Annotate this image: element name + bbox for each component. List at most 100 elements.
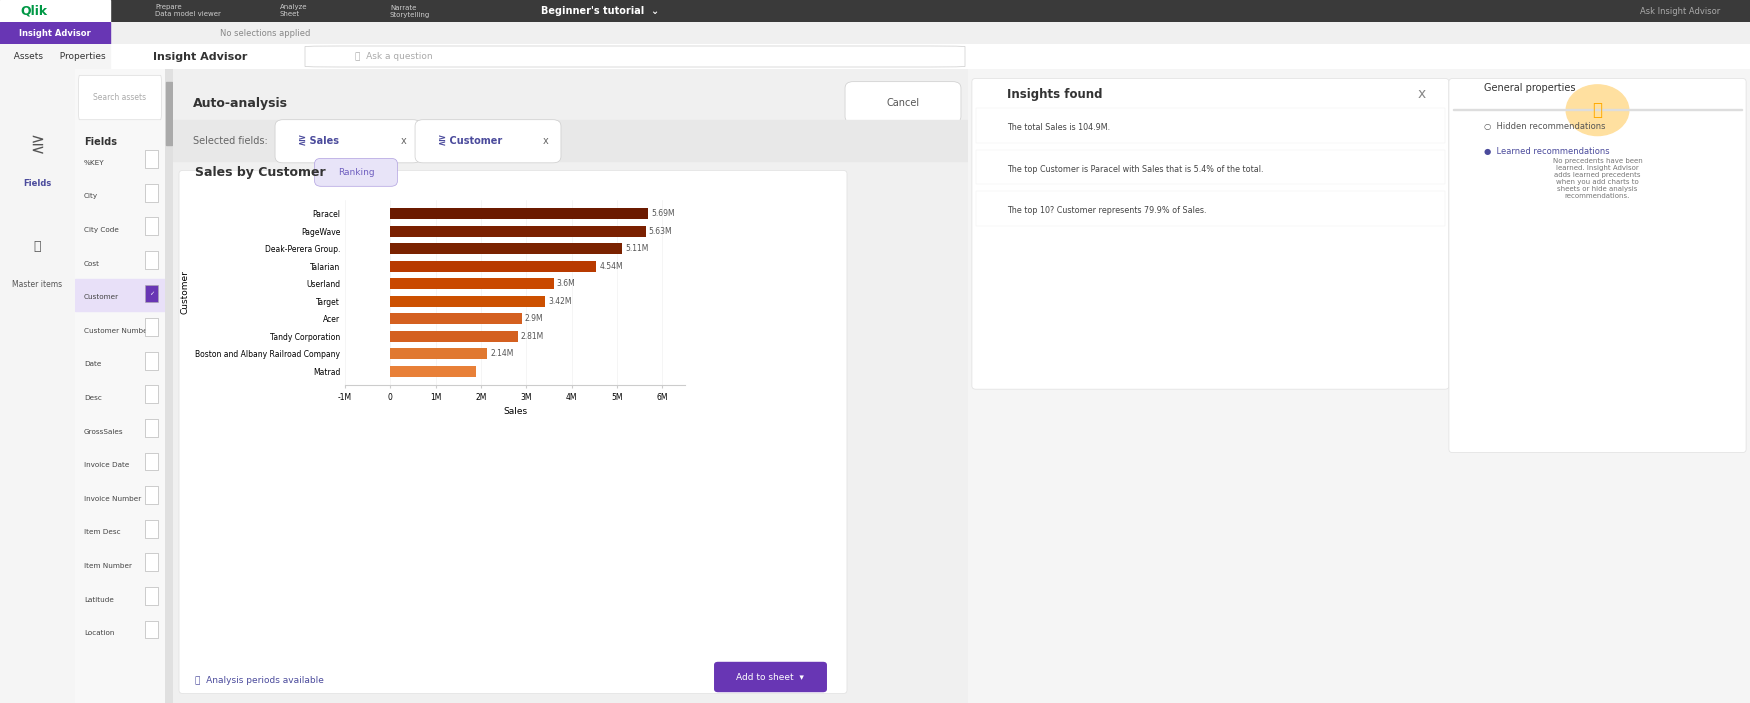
FancyBboxPatch shape (971, 79, 1449, 389)
Text: GrossSales: GrossSales (84, 429, 124, 434)
Text: Narrate
Storytelling: Narrate Storytelling (390, 4, 430, 18)
Bar (145, 385, 158, 403)
Text: Item Desc: Item Desc (84, 529, 121, 536)
Text: Add to sheet  ▾: Add to sheet ▾ (737, 673, 803, 681)
Bar (145, 217, 158, 235)
Text: ⋛ Sales: ⋛ Sales (298, 136, 340, 146)
Bar (0, 44, 51, 69)
Text: Cancel: Cancel (887, 98, 919, 108)
Text: Auto-analysis: Auto-analysis (192, 98, 289, 110)
Bar (390, 261, 597, 271)
Text: x: x (401, 136, 406, 146)
Bar (390, 208, 648, 219)
Text: Cost: Cost (84, 261, 100, 266)
Bar (145, 183, 158, 202)
Bar (390, 331, 518, 342)
Text: Properties: Properties (54, 52, 105, 61)
Text: %KEY: %KEY (84, 160, 105, 166)
FancyBboxPatch shape (1449, 79, 1746, 453)
Text: Ranking: Ranking (338, 168, 374, 177)
Text: 3.42M: 3.42M (548, 297, 572, 306)
Text: Ask Insight Advisor: Ask Insight Advisor (1640, 6, 1720, 15)
Text: Invoice Date: Invoice Date (84, 463, 130, 468)
Text: Invoice Number: Invoice Number (84, 496, 142, 502)
Text: Fields: Fields (23, 179, 52, 188)
Text: The total Sales is 104.9M.: The total Sales is 104.9M. (1006, 124, 1110, 132)
Text: Customer Number: Customer Number (84, 328, 150, 334)
FancyBboxPatch shape (178, 170, 847, 693)
FancyBboxPatch shape (79, 75, 161, 120)
Text: No selections applied: No selections applied (220, 29, 310, 37)
Bar (0, 22, 110, 44)
Text: ⓘ  Analysis periods available: ⓘ Analysis periods available (194, 676, 324, 685)
Bar (977, 150, 1446, 184)
Text: The top 10? Customer represents 79.9% of Sales.: The top 10? Customer represents 79.9% of… (1006, 206, 1206, 215)
Bar (390, 314, 522, 324)
Text: Assets: Assets (7, 52, 42, 61)
Bar (145, 419, 158, 437)
Circle shape (1566, 85, 1629, 136)
Text: Analyze
Sheet: Analyze Sheet (280, 4, 308, 18)
Text: Qlik: Qlik (19, 4, 47, 18)
Bar (0, 0, 110, 22)
Text: 4.54M: 4.54M (598, 262, 623, 271)
Text: ⋛ Customer: ⋛ Customer (438, 136, 502, 146)
Text: Selected fields:: Selected fields: (192, 136, 268, 146)
Text: 2.9M: 2.9M (525, 314, 544, 323)
Text: General properties: General properties (1484, 83, 1575, 93)
Bar (145, 251, 158, 269)
Text: ⋛: ⋛ (30, 136, 44, 154)
Text: ●  Learned recommendations: ● Learned recommendations (1484, 147, 1610, 156)
Text: 5.63M: 5.63M (649, 227, 672, 236)
Bar (1452, 109, 1743, 110)
Text: 3.6M: 3.6M (556, 279, 576, 288)
Bar (145, 318, 158, 336)
Text: Insight Advisor: Insight Advisor (19, 29, 91, 37)
Text: Prepare
Data model viewer: Prepare Data model viewer (156, 4, 220, 18)
Text: Latitude: Latitude (84, 597, 114, 602)
Bar (390, 296, 546, 307)
Text: Item Number: Item Number (84, 563, 131, 569)
Y-axis label: Customer: Customer (180, 271, 189, 314)
Text: x: x (542, 136, 550, 146)
Bar (75, 280, 164, 311)
Text: City Code: City Code (84, 227, 119, 233)
Text: 5.69M: 5.69M (651, 209, 676, 219)
Bar (145, 150, 158, 168)
FancyBboxPatch shape (315, 158, 397, 186)
Text: City: City (84, 193, 98, 200)
Bar (173, 120, 968, 161)
Bar (390, 348, 487, 359)
Bar (145, 352, 158, 370)
Text: Sales by Customer: Sales by Customer (194, 167, 326, 179)
Bar (145, 486, 158, 504)
FancyBboxPatch shape (304, 46, 964, 67)
Text: 💡: 💡 (1592, 101, 1603, 120)
Bar (145, 520, 158, 538)
Text: Location: Location (84, 631, 114, 636)
Text: 2.81M: 2.81M (522, 332, 544, 341)
FancyBboxPatch shape (714, 662, 828, 692)
Bar (390, 243, 621, 254)
Bar (390, 226, 646, 237)
Text: Insight Advisor: Insight Advisor (152, 51, 247, 61)
Text: x: x (1418, 87, 1426, 101)
Text: Date: Date (84, 361, 102, 368)
Text: Search assets: Search assets (93, 93, 147, 102)
Text: Desc: Desc (84, 395, 102, 401)
Text: No precedents have been
learned. Insight Advisor
adds learned precedents
when yo: No precedents have been learned. Insight… (1552, 157, 1643, 199)
Bar (977, 108, 1446, 143)
Text: Fields: Fields (84, 137, 117, 147)
Text: The top Customer is Paracel with Sales that is 5.4% of the total.: The top Customer is Paracel with Sales t… (1006, 165, 1264, 174)
Bar (145, 553, 158, 571)
Bar (145, 453, 158, 470)
Text: Master items: Master items (12, 280, 63, 289)
FancyBboxPatch shape (415, 120, 562, 163)
X-axis label: Sales: Sales (502, 407, 527, 416)
Text: ○  Hidden recommendations: ○ Hidden recommendations (1484, 122, 1605, 131)
Bar (51, 44, 110, 69)
Bar (390, 278, 553, 289)
Bar (166, 82, 172, 145)
Bar (390, 366, 476, 377)
FancyBboxPatch shape (845, 82, 961, 123)
